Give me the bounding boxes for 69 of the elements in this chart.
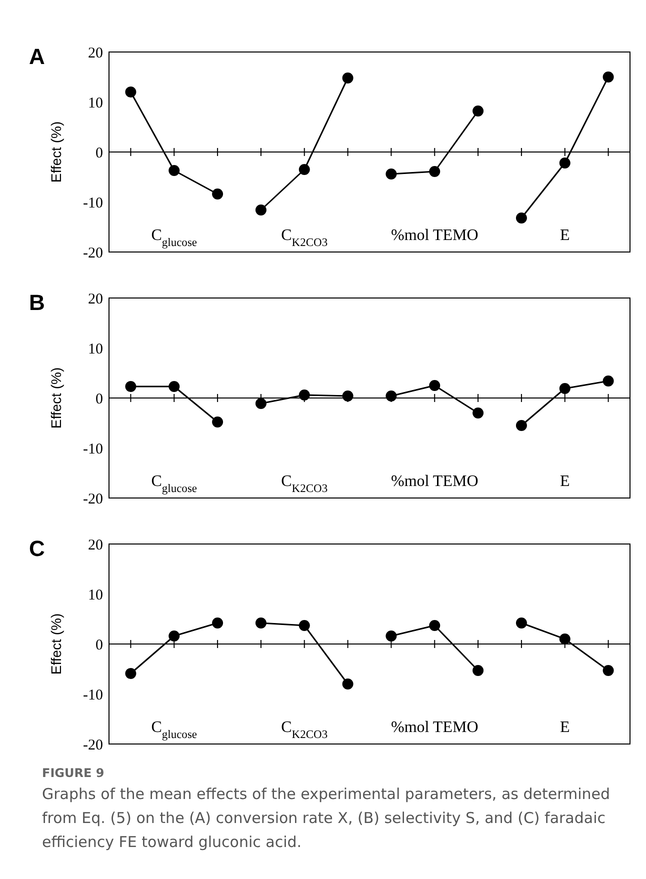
- annotation: %mol TEMO: [390, 719, 478, 736]
- point: [212, 416, 224, 428]
- y-tick-label: -20: [83, 245, 103, 262]
- point: [559, 383, 570, 394]
- y-axis-title: Effect (%): [48, 121, 64, 183]
- point: [255, 398, 266, 409]
- caption: FIGURE 9: [42, 766, 106, 780]
- point: [429, 380, 440, 391]
- point: [429, 166, 440, 177]
- y-tick-label: 10: [88, 95, 103, 112]
- point: [516, 212, 527, 224]
- y-tick-label: 20: [88, 291, 103, 308]
- point: [342, 678, 354, 690]
- point: [386, 630, 397, 642]
- y-tick-label: 20: [88, 45, 103, 62]
- point: [559, 158, 570, 168]
- point: [255, 204, 266, 216]
- annotation: E: [560, 719, 570, 736]
- chart-title: A: [29, 44, 45, 69]
- point: [168, 165, 180, 176]
- y-tick-label: -10: [83, 441, 103, 458]
- point: [472, 408, 484, 418]
- y-tick-label: 20: [88, 537, 103, 554]
- point: [212, 618, 224, 628]
- chart-title: B: [29, 290, 45, 315]
- point: [472, 106, 484, 116]
- point: [168, 630, 180, 642]
- text: Graphs of the mean effects of the experimental parameters, as determined from Eq. (5) on the (A) conversion rate X, (B) selectivity S, and (C) faradaic efficiency FE toward gluconic acid.: [42, 784, 612, 853]
- point: [125, 86, 136, 98]
- point: [429, 620, 440, 631]
- point: [516, 420, 527, 431]
- point: [125, 381, 136, 392]
- annotation: C$_{K2CO3}$: [281, 473, 328, 495]
- y-tick-label: -10: [83, 687, 103, 704]
- point: [255, 618, 266, 628]
- point: [602, 665, 614, 676]
- annotation: %mol TEMO: [390, 473, 478, 490]
- point: [602, 376, 614, 386]
- y-tick-label: 0: [96, 637, 103, 654]
- point: [168, 381, 180, 392]
- y-tick-label: 0: [96, 145, 103, 162]
- chart-title: C: [29, 536, 45, 561]
- point: [516, 618, 527, 628]
- y-axis-title: Effect (%): [48, 613, 64, 675]
- point: [298, 164, 310, 175]
- annotation: C$_{glucose}$: [151, 473, 198, 495]
- annotation: E: [560, 473, 570, 490]
- point: [472, 665, 484, 676]
- annotation: C$_{glucose}$: [151, 719, 198, 741]
- y-tick-label: -20: [83, 737, 103, 754]
- point: [342, 72, 354, 84]
- y-tick-label: -10: [83, 195, 103, 212]
- y-tick-label: -20: [83, 491, 103, 508]
- annotation: %mol TEMO: [390, 227, 478, 244]
- point: [559, 634, 570, 644]
- point: [212, 188, 224, 200]
- annotation: E: [560, 227, 570, 244]
- point: [386, 168, 397, 180]
- y-tick-label: 10: [88, 587, 103, 604]
- y-tick-label: 0: [96, 391, 103, 408]
- annotation: C$_{K2CO3}$: [281, 227, 328, 249]
- annotation: C$_{glucose}$: [151, 227, 198, 249]
- point: [298, 620, 310, 631]
- y-tick-label: 10: [88, 341, 103, 358]
- point: [298, 390, 310, 400]
- annotation: C$_{K2CO3}$: [281, 719, 328, 741]
- y-axis-title: Effect (%): [48, 367, 64, 429]
- point: [602, 72, 614, 82]
- point: [125, 668, 136, 679]
